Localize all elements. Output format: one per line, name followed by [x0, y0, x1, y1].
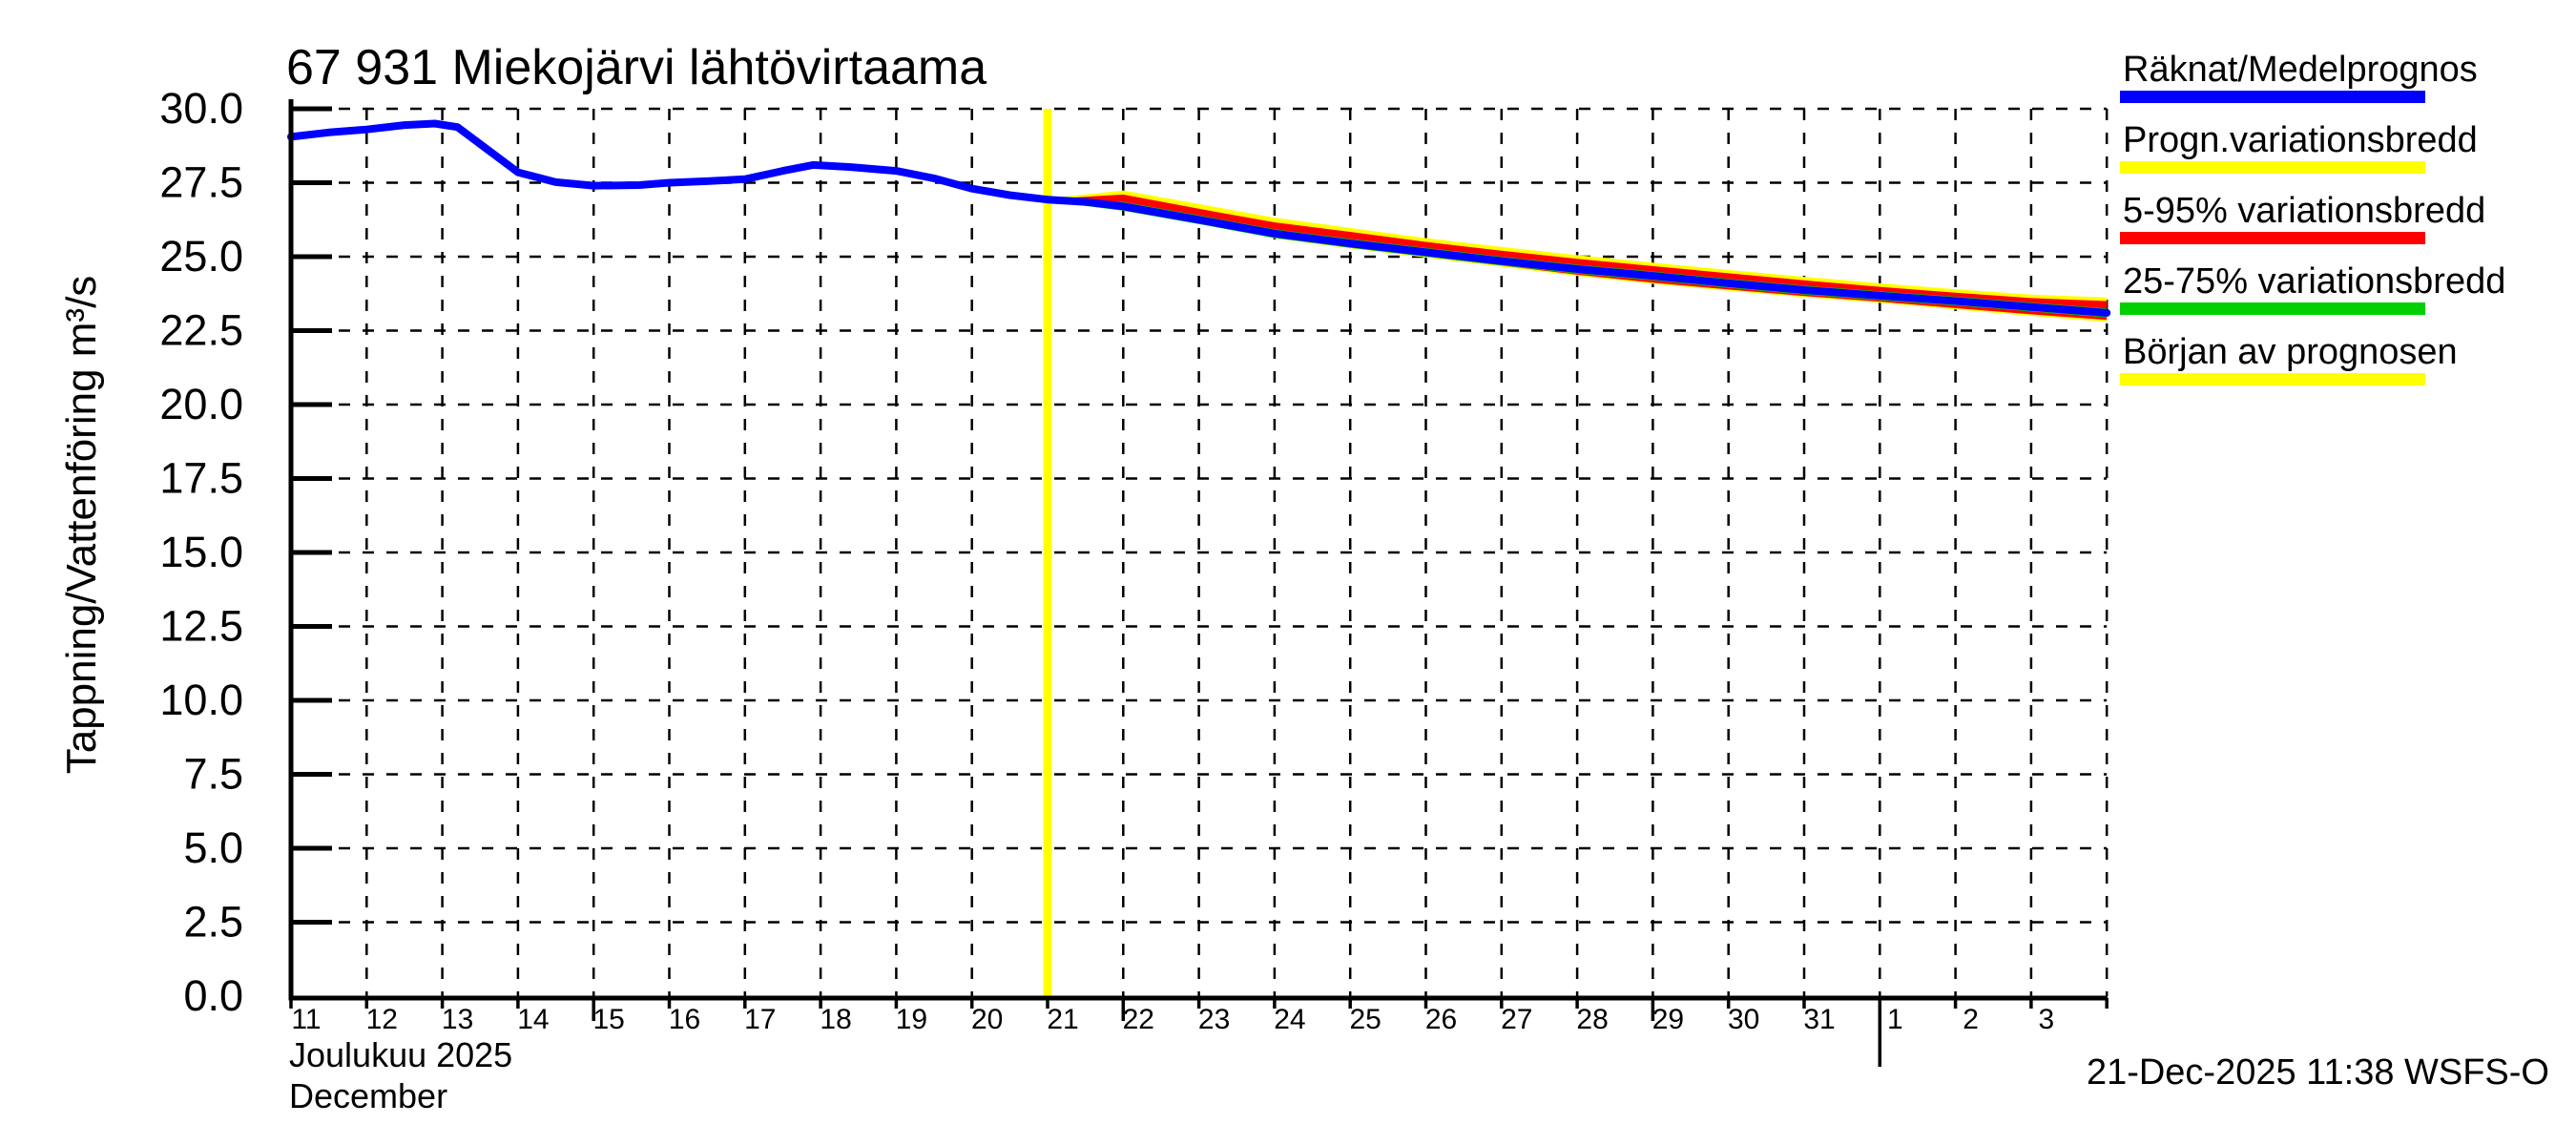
grid-layer [291, 107, 2109, 996]
axes-layer [288, 99, 2109, 1067]
y-tick-label-27.5: 27.5 [159, 158, 243, 207]
x-day-label-27: 27 [1501, 1004, 1532, 1035]
legend-swatch-forecast-start [2120, 373, 2425, 385]
legend-label-mean: Räknat/Medelprognos [2123, 50, 2478, 90]
x-day-label-17: 17 [744, 1004, 776, 1035]
y-tick-label-5: 5.0 [183, 823, 243, 872]
x-day-label-22: 22 [1123, 1004, 1154, 1035]
y-tick-label-20: 20.0 [159, 380, 243, 428]
y-tick-label-7.5: 7.5 [183, 750, 243, 799]
legend: Räknat/Medelprognos Progn.variationsbred… [2120, 50, 2505, 385]
x-day-label-11: 11 [291, 1004, 321, 1035]
x-day-label-20: 20 [971, 1004, 1003, 1035]
legend-swatch-mean [2120, 91, 2425, 103]
x-day-label-18: 18 [820, 1004, 851, 1035]
y-ticks [291, 106, 332, 925]
legend-label-progn-range: Progn.variationsbredd [2123, 120, 2478, 160]
y-tick-labels: 0.0 2.5 5.0 7.5 10.0 12.5 15.0 17.5 20.0 22.5 25.0… [159, 84, 243, 1020]
x-day-label-30: 30 [1728, 1004, 1759, 1035]
x-day-label-15: 15 [593, 1004, 625, 1035]
timestamp: 21-Dec-2025 11:38 WSFS-O [2087, 1052, 2549, 1093]
legend-label-5-95: 5-95% variationsbredd [2123, 191, 2485, 231]
legend-swatch-5-95 [2120, 232, 2425, 244]
x-day-label-24: 24 [1274, 1004, 1305, 1035]
legend-swatch-25-75 [2120, 302, 2425, 315]
x-day-label-13: 13 [442, 1004, 473, 1035]
labels-layer: 67 931 Miekojärvi lähtövirtaama Tappning… [58, 40, 2549, 1115]
y-tick-label-10: 10.0 [159, 676, 243, 724]
y-tick-label-17.5: 17.5 [159, 454, 243, 503]
x-day-label-25: 25 [1350, 1004, 1381, 1035]
x-day-label-3: 3 [2039, 1004, 2055, 1035]
y-tick-label-25: 25.0 [159, 232, 243, 281]
x-day-label-28: 28 [1576, 1004, 1608, 1035]
x-day-label-26: 26 [1425, 1004, 1457, 1035]
x-day-label-16: 16 [669, 1004, 700, 1035]
x-day-label-19: 19 [896, 1004, 927, 1035]
y-tick-label-22.5: 22.5 [159, 306, 243, 355]
x-day-label-31: 31 [1803, 1004, 1835, 1035]
y-tick-label-12.5: 12.5 [159, 602, 243, 651]
x-day-label-14: 14 [517, 1004, 549, 1035]
legend-swatch-progn-range [2120, 161, 2425, 174]
series-layer [287, 119, 2111, 317]
y-tick-label-0: 0.0 [183, 971, 243, 1020]
x-day-label-21: 21 [1047, 1004, 1078, 1035]
x-day-label-12: 12 [366, 1004, 398, 1035]
series-forecast-mean [1044, 196, 2111, 317]
x-ticks [289, 998, 2109, 1067]
legend-label-forecast-start: Början av prognosen [2123, 332, 2458, 372]
x-day-label-29: 29 [1652, 1004, 1684, 1035]
x-day-label-1: 1 [1887, 1004, 1903, 1035]
series-observed-and-mean [287, 119, 1051, 204]
x-day-label-2: 2 [1963, 1004, 1979, 1035]
month-label-english: December [289, 1076, 447, 1115]
y-tick-label-15: 15.0 [159, 528, 243, 576]
month-label-finnish: Joulukuu 2025 [289, 1035, 512, 1074]
y-tick-label-2.5: 2.5 [183, 898, 243, 947]
legend-label-25-75: 25-75% variationsbredd [2123, 261, 2505, 302]
x-day-label-23: 23 [1198, 1004, 1230, 1035]
chart-title: 67 931 Miekojärvi lähtövirtaama [286, 40, 987, 95]
y-axis-title: Tappning/Vattenföring m³/s [58, 276, 105, 775]
y-tick-label-30: 30.0 [159, 84, 243, 133]
x-day-labels: 11 12 13 14 15 16 17 18 19 20 21 22 23 24 25 26 27 28 29 30… [291, 1004, 2054, 1035]
